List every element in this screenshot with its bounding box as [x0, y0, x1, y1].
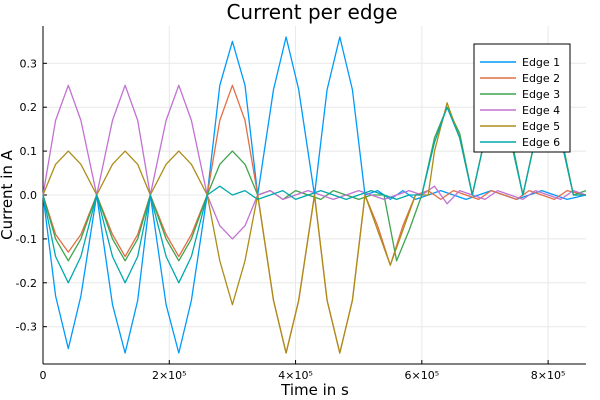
legend-label-edge-5: Edge 5 — [522, 120, 560, 133]
legend-label-edge-2: Edge 2 — [522, 72, 560, 85]
x-tick-label: 2×10⁵ — [152, 369, 187, 382]
x-tick-label: 0 — [40, 369, 47, 382]
legend-label-edge-1: Edge 1 — [522, 56, 560, 69]
y-axis-label: Current in A — [0, 149, 16, 240]
y-tick-label: 0.1 — [20, 145, 38, 158]
legend-label-edge-3: Edge 3 — [522, 88, 560, 101]
x-tick-label: 4×10⁵ — [278, 369, 313, 382]
x-axis-label: Time in s — [280, 381, 349, 399]
legend-label-edge-4: Edge 4 — [522, 104, 560, 117]
x-ticks: 0 2×10⁵ 4×10⁵ 6×10⁵ 8×10⁵ — [40, 360, 566, 382]
legend: Edge 1 Edge 2 Edge 3 Edge 4 Edge 5 Edge 6 — [473, 43, 571, 153]
x-tick-label: 6×10⁵ — [405, 369, 440, 382]
y-tick-label: 0.2 — [20, 101, 38, 114]
y-tick-label: -0.2 — [16, 277, 37, 290]
y-tick-label: -0.1 — [16, 233, 37, 246]
chart-title: Current per edge — [226, 0, 397, 24]
y-tick-label: 0.0 — [20, 189, 38, 202]
y-ticks: 0.3 0.2 0.1 0.0 -0.1 -0.2 -0.3 — [16, 57, 47, 334]
x-tick-label: 8×10⁵ — [531, 369, 566, 382]
y-tick-label: -0.3 — [16, 321, 37, 334]
legend-label-edge-6: Edge 6 — [522, 136, 560, 149]
series-line-edge-4 — [42, 84, 587, 240]
y-tick-label: 0.3 — [20, 57, 38, 70]
